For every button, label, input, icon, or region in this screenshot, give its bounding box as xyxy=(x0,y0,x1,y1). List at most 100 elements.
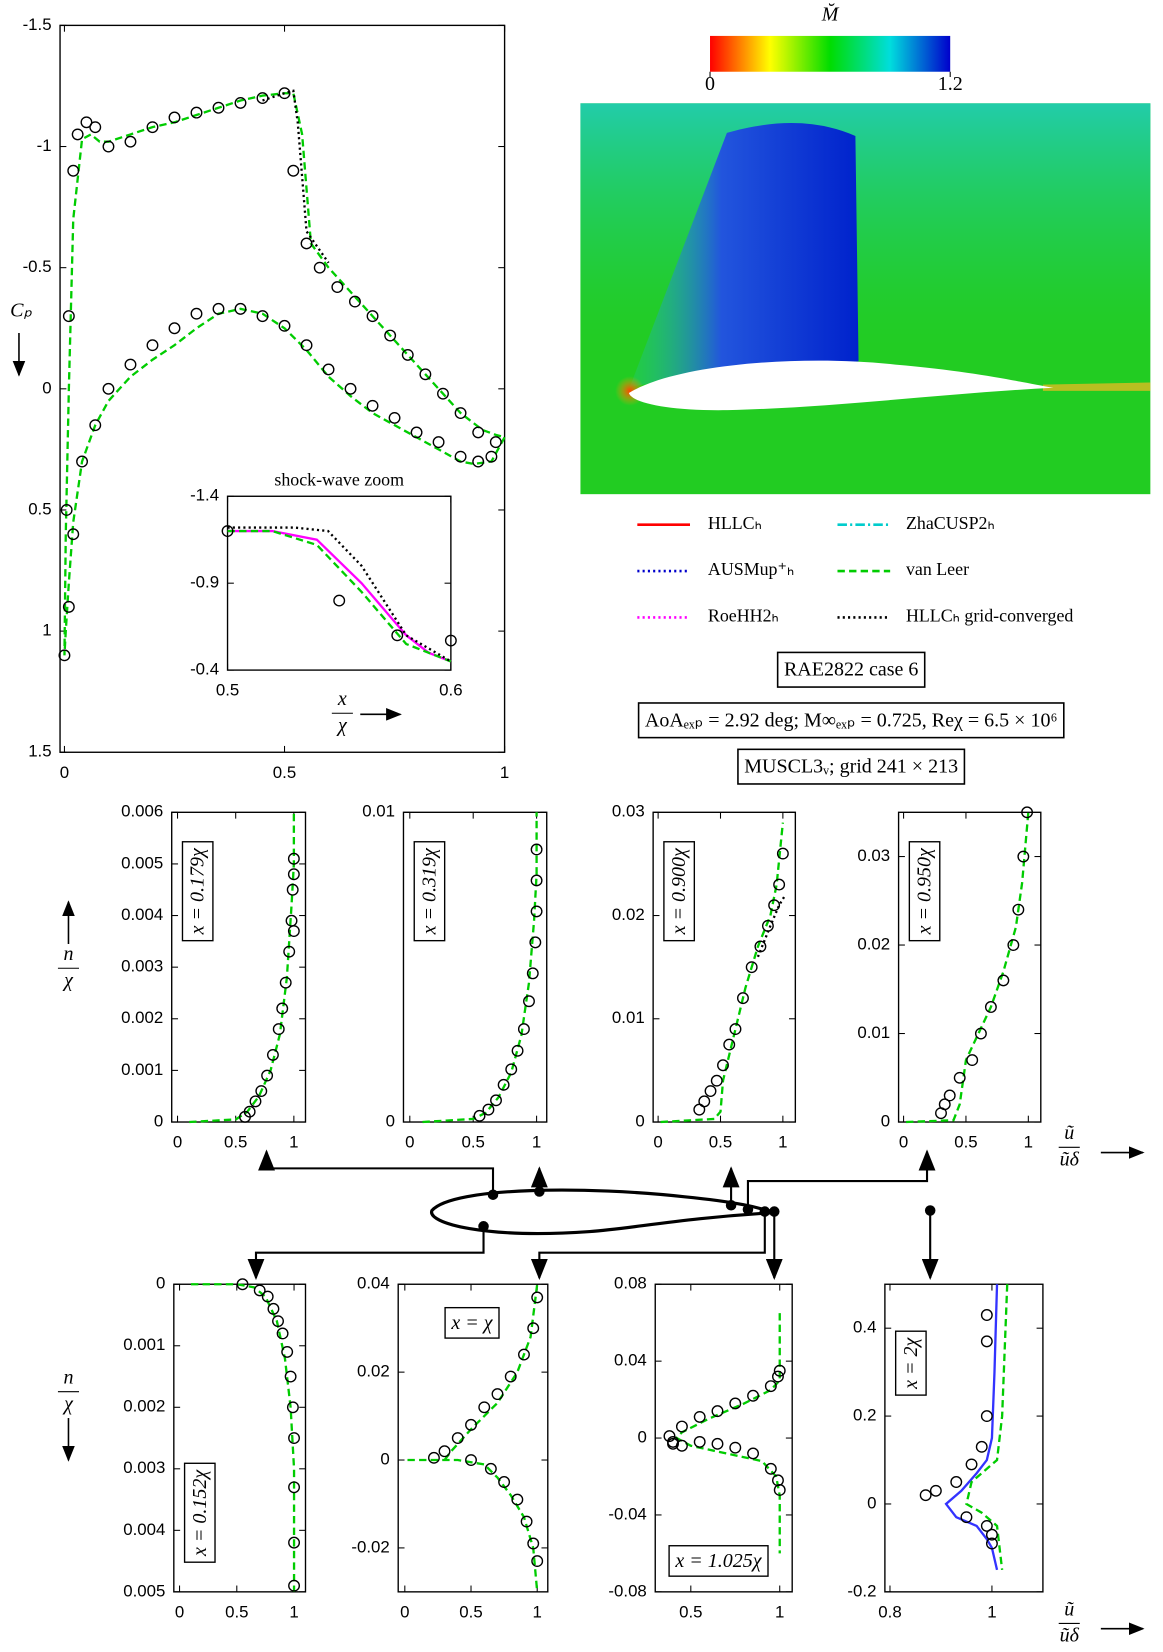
data-point xyxy=(288,1579,300,1592)
data-point xyxy=(60,504,73,516)
x-tick-label: 1 xyxy=(1024,1133,1033,1152)
profile-label: x = 0.152χ xyxy=(189,1469,211,1557)
label-box xyxy=(737,748,966,785)
x-tick-label: 0.5 xyxy=(679,1602,702,1621)
data-point xyxy=(288,1536,300,1549)
data-line xyxy=(190,1283,296,1592)
data-point xyxy=(67,528,80,541)
y-tick-label: 0 xyxy=(881,1111,890,1130)
data-point xyxy=(980,1335,993,1348)
data-point xyxy=(768,899,781,912)
data-line xyxy=(407,1284,539,1592)
data-point xyxy=(472,426,485,439)
data-point xyxy=(745,961,758,974)
case-info: RAE2822 case 6 xyxy=(784,659,918,681)
data-point xyxy=(729,1397,742,1410)
data-point xyxy=(281,1345,294,1358)
data-point xyxy=(190,307,203,320)
data-point xyxy=(531,1555,544,1568)
label-box xyxy=(663,841,696,942)
data-point xyxy=(523,995,535,1008)
data-point xyxy=(256,310,269,323)
y-tick-label: 0 xyxy=(380,1449,389,1468)
data-point xyxy=(62,600,75,613)
data-point xyxy=(747,1447,760,1460)
data-point xyxy=(102,382,115,395)
data-point xyxy=(1021,806,1034,819)
colorbar-tick-label: 0 xyxy=(705,73,715,95)
colorbar xyxy=(710,35,951,72)
data-point xyxy=(168,111,181,124)
data-point xyxy=(966,1054,979,1067)
y-tick-label: -0.02 xyxy=(351,1537,389,1556)
data-point xyxy=(711,1405,724,1418)
data-point xyxy=(965,1458,978,1471)
data-point xyxy=(938,1098,951,1111)
data-line xyxy=(262,89,330,264)
data-point xyxy=(62,310,75,323)
y-tick-label: 0.004 xyxy=(121,905,163,924)
data-point xyxy=(667,1437,679,1450)
y-tick-label: -0.5 xyxy=(23,257,52,276)
data-point xyxy=(675,1439,688,1452)
colorbar-label: M̆ xyxy=(821,2,840,25)
x-tick-label: 1 xyxy=(775,1602,784,1621)
case-info: AoAₑₓₚ = 2.92 deg; M∞ₑₓₚ = 0.725, Reχ = … xyxy=(645,709,1058,731)
profile-y-label-denominator: χ xyxy=(62,970,74,992)
data-point xyxy=(80,116,93,129)
data-point xyxy=(491,1388,504,1401)
x-tick-label: 1 xyxy=(987,1602,996,1621)
data-point xyxy=(711,1437,724,1450)
data-point xyxy=(272,1315,284,1328)
profile-y-label-numerator: n xyxy=(63,1367,73,1389)
legend-label: RoeHH2ₕ xyxy=(708,606,779,626)
data-point xyxy=(953,1071,966,1084)
y-tick-label: 0.01 xyxy=(612,1008,645,1027)
data-point xyxy=(504,1370,517,1383)
data-point xyxy=(313,261,326,274)
x-tick-label: 0.5 xyxy=(459,1602,482,1621)
data-point xyxy=(1007,939,1020,951)
y-tick-label: 0.02 xyxy=(612,905,645,924)
x-tick-label: 0.5 xyxy=(709,1133,732,1152)
data-point xyxy=(527,1537,540,1550)
data-point xyxy=(256,92,269,105)
data-point xyxy=(919,1489,932,1502)
y-tick-label: 0.03 xyxy=(612,802,645,821)
data-point xyxy=(984,1001,997,1013)
legend-label: ZhaCUSP2ₕ xyxy=(906,513,995,533)
data-point xyxy=(478,1401,491,1414)
data-point xyxy=(710,1074,723,1087)
label-box xyxy=(908,841,941,942)
data-point xyxy=(764,1462,777,1475)
data-point xyxy=(484,1462,497,1475)
data-point xyxy=(974,1027,987,1040)
data-point xyxy=(288,1481,300,1494)
data-point xyxy=(267,1302,280,1315)
data-line xyxy=(965,1284,1009,1571)
legend-label: van Leer xyxy=(906,559,969,579)
y-tick-label: 1.5 xyxy=(28,742,51,761)
data-point xyxy=(511,1493,524,1506)
data-point xyxy=(527,1322,540,1335)
data-point xyxy=(754,940,767,953)
data-point xyxy=(693,1410,706,1423)
y-tick-label: -0.4 xyxy=(190,660,219,679)
y-tick-label: 0.02 xyxy=(857,934,890,953)
x-tick-label: 0.5 xyxy=(225,1602,248,1621)
data-point xyxy=(286,1401,299,1414)
profile-label: x = 1.025χ xyxy=(674,1550,762,1572)
y-tick-label: -0.9 xyxy=(190,573,219,592)
legend-label: HLLCₕ xyxy=(708,513,762,533)
x-axis-label-numerator: x xyxy=(337,688,347,710)
data-point xyxy=(384,329,397,342)
data-point xyxy=(530,905,543,918)
y-tick-label: -0.08 xyxy=(608,1581,646,1600)
x-tick-label: 0 xyxy=(175,1602,184,1621)
x-tick-label: 0.5 xyxy=(461,1133,484,1152)
data-point xyxy=(432,436,445,449)
data-point xyxy=(531,1291,544,1304)
data-point xyxy=(272,1023,285,1036)
